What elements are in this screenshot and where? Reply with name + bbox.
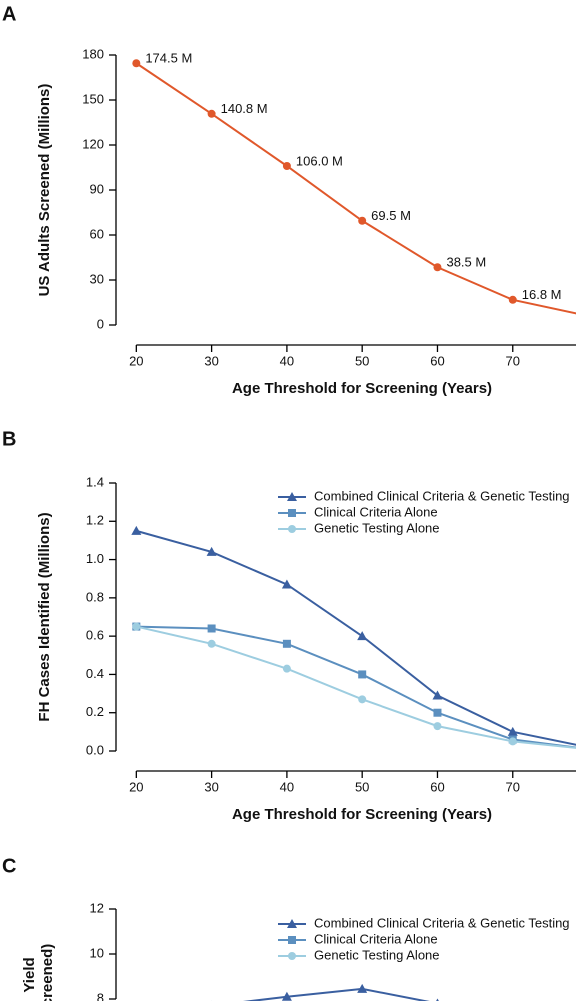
x-tick-label: 50	[355, 353, 369, 368]
x-axis-label: Age Threshold for Screening (Years)	[232, 806, 492, 823]
marker	[358, 216, 367, 225]
series-line	[135, 62, 576, 315]
panel-label: B	[2, 428, 16, 450]
y-tick-label: 0	[97, 316, 104, 331]
x-tick-label: 20	[129, 353, 143, 368]
y-tick-label: 30	[90, 271, 104, 286]
marker	[357, 983, 368, 993]
y-tick-label: 120	[82, 136, 104, 151]
y-tick-label: 0.4	[86, 666, 104, 681]
y-tick-label: 0.0	[86, 742, 104, 757]
y-tick-label: 1.0	[86, 551, 104, 566]
y-tick-label: 0.2	[86, 704, 104, 719]
panel-label: C	[2, 855, 16, 877]
marker	[207, 109, 216, 118]
marker	[281, 579, 292, 589]
marker	[436, 998, 439, 1001]
y-tick-label: 150	[82, 91, 104, 106]
data-label: 16.8 M	[522, 287, 562, 302]
legend-label: Clinical Criteria Alone	[314, 931, 438, 946]
marker	[131, 525, 142, 535]
series-line	[136, 529, 576, 746]
marker	[287, 492, 297, 501]
x-tick-label: 50	[355, 779, 369, 794]
marker	[207, 639, 216, 648]
y-tick-label: 1.2	[86, 513, 104, 528]
data-label: 38.5 M	[446, 255, 486, 270]
x-tick-label: 20	[129, 779, 143, 794]
y-tick-label: 0.6	[86, 628, 104, 643]
legend-label: Combined Clinical Criteria & Genetic Tes…	[314, 915, 570, 930]
marker	[132, 622, 141, 631]
x-tick-label: 70	[506, 353, 520, 368]
marker	[433, 263, 442, 272]
y-axis-label: FH Cases Identified (Millions)	[36, 512, 53, 721]
plot	[131, 525, 576, 749]
y-tick-label: 12	[90, 900, 104, 915]
x-tick-label: 40	[280, 353, 294, 368]
marker	[508, 295, 517, 304]
marker	[357, 631, 368, 641]
x-tick-label: 60	[430, 353, 444, 368]
marker	[288, 936, 296, 944]
y-tick-label: 60	[90, 226, 104, 241]
y-axis-label: creened)	[39, 944, 56, 1001]
y-tick-label: 90	[90, 181, 104, 196]
marker	[433, 722, 442, 731]
series-line	[242, 987, 430, 1001]
y-axis-label: Yield	[21, 957, 38, 992]
marker	[507, 726, 518, 736]
marker	[132, 59, 141, 68]
plot	[211, 983, 439, 1001]
marker	[281, 991, 292, 1001]
x-tick-label: 30	[204, 779, 218, 794]
marker	[358, 670, 367, 679]
legend-label: Clinical Criteria Alone	[314, 504, 438, 519]
y-tick-label: 1.4	[86, 474, 104, 489]
marker	[282, 162, 291, 170]
legend-label: Combined Clinical Criteria & Genetic Tes…	[314, 488, 570, 503]
marker	[432, 690, 443, 700]
marker	[207, 624, 216, 633]
x-tick-label: 30	[204, 353, 218, 368]
data-label: 174.5 M	[145, 51, 192, 66]
marker	[288, 952, 296, 960]
data-label: 69.5 M	[371, 208, 411, 223]
y-tick-label: 0.8	[86, 589, 104, 604]
x-axis-label: Age Threshold for Screening (Years)	[232, 380, 492, 397]
marker	[288, 509, 296, 517]
panel-label: A	[2, 3, 16, 25]
marker	[287, 919, 297, 928]
y-tick-label: 180	[82, 46, 104, 61]
marker	[206, 546, 217, 556]
data-label: 140.8 M	[221, 101, 268, 116]
x-tick-label: 40	[280, 779, 294, 794]
legend-label: Genetic Testing Alone	[314, 947, 440, 962]
plot	[132, 59, 576, 315]
marker	[282, 664, 291, 673]
x-tick-label: 60	[430, 779, 444, 794]
data-label: 106.0 M	[296, 153, 343, 168]
marker	[282, 639, 291, 648]
marker	[433, 708, 442, 717]
y-axis-label: US Adults Screened (Millions)	[36, 84, 53, 297]
marker	[508, 737, 517, 746]
x-tick-label: 70	[506, 779, 520, 794]
y-tick-label: 8	[97, 990, 104, 1001]
y-tick-label: 10	[90, 945, 104, 960]
legend-label: Genetic Testing Alone	[314, 520, 440, 535]
marker	[358, 695, 367, 704]
marker	[288, 525, 296, 533]
